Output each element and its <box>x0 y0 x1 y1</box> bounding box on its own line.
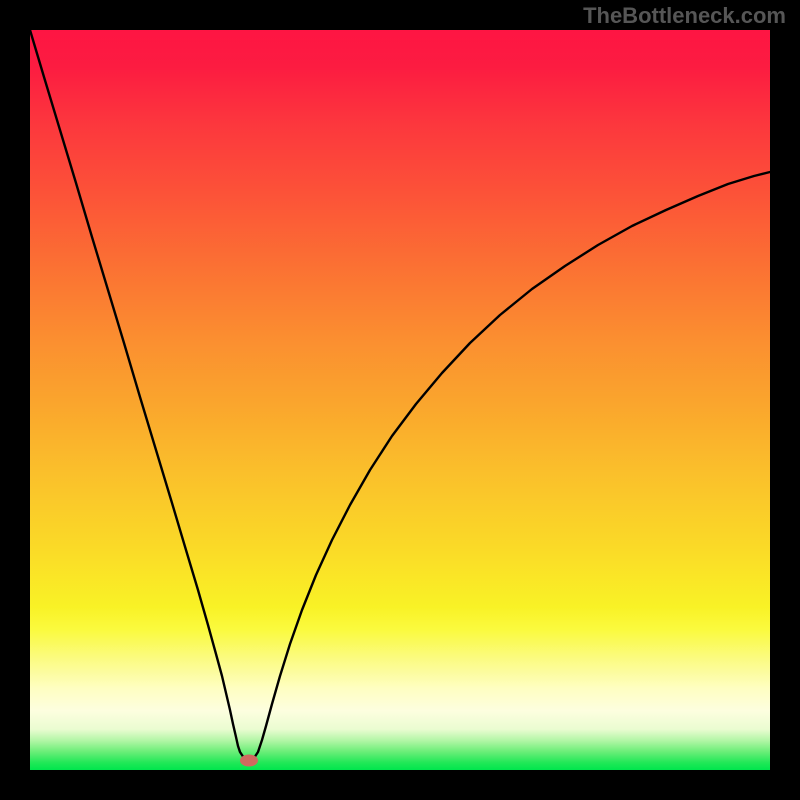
bottleneck-chart <box>0 0 800 800</box>
watermark-text: TheBottleneck.com <box>583 3 786 29</box>
min-marker <box>240 755 258 767</box>
chart-container: TheBottleneck.com <box>0 0 800 800</box>
